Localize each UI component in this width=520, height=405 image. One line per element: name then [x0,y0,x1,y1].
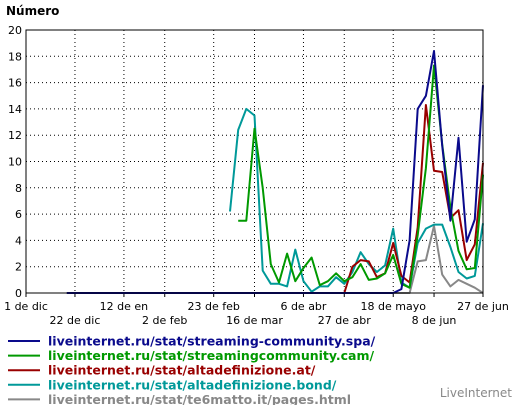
y-tick-label: 12 [8,129,22,142]
y-tick-label: 6 [15,208,22,221]
x-tick-label: 27 de jun [457,300,509,313]
x-tick-label: 6 de abr [280,300,326,313]
x-tick-label: 23 de feb [188,300,240,313]
y-tick-label: 20 [8,24,22,37]
y-tick-label: 2 [15,261,22,274]
y-tick-label: 16 [8,77,22,90]
plot-frame [25,29,484,294]
legend-label: liveinternet.ru/stat/streaming-community… [48,334,376,349]
x-tick-label: 16 de mar [226,314,283,327]
y-tick-label: 18 [8,50,22,63]
legend-label: liveinternet.ru/stat/streamingcommunity.… [48,348,374,363]
legend: liveinternet.ru/stat/streaming-community… [8,334,376,405]
x-axis-ticks: 1 de dic 12 de en 23 de feb 6 de abr 18 de m… [4,293,509,327]
legend-label: liveinternet.ru/stat/te6matto.it/pages.h… [48,392,351,405]
y-tick-label: 0 [15,287,22,300]
chart-title: Número [6,4,59,18]
y-tick-label: 14 [8,103,22,116]
legend-label: liveinternet.ru/stat/altadefinizione.bon… [48,377,337,392]
x-tick-label: 27 de abr [318,314,371,327]
legend-label: liveinternet.ru/stat/altadefinizione.at/ [48,363,316,378]
x-tick-label: 8 de jun [412,314,457,327]
y-tick-label: 8 [15,182,22,195]
y-tick-label: 4 [15,234,22,247]
series-line-2 [91,104,484,294]
x-tick-label: 2 de feb [142,314,187,327]
y-tick-label: 10 [8,156,22,169]
x-tick-label: 18 de mayo [361,300,427,313]
y-axis-ticks: 0 2 4 6 8 10 12 14 16 18 20 [8,24,22,300]
x-tick-label: 22 de dic [50,314,101,327]
brand-label: LiveInternet [440,386,512,400]
x-tick-label: 1 de dic [4,300,48,313]
series-lines [66,50,484,294]
x-tick-label: 12 de en [100,300,149,313]
series-line-3 [229,107,484,293]
